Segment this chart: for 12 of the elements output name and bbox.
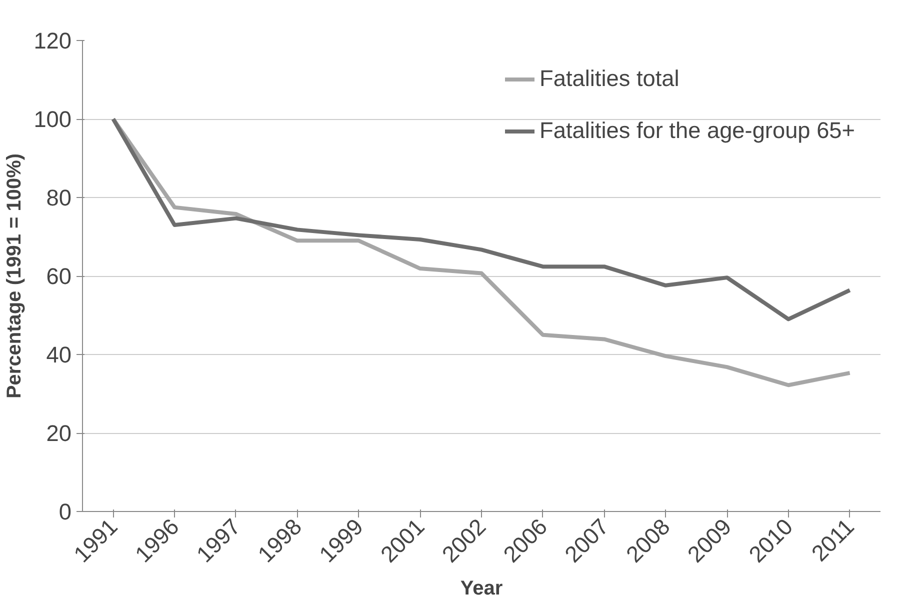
y-tick-label: 100 [34,106,72,132]
y-tick-label: 120 [34,28,72,54]
legend-label: Fatalities total [540,65,680,92]
y-tick-label: 60 [46,263,72,289]
x-axis-title: Year [460,577,503,600]
y-tick-label: 20 [46,420,72,446]
line-series [111,117,852,322]
y-tick-label: 0 [58,498,72,524]
legend-label: Fatalities for the age-group 65+ [540,117,855,144]
y-tick-label: 40 [46,342,72,368]
y-axis-title: Percentage (1991 = 100%) [4,153,26,399]
y-tick-label: 80 [46,184,72,210]
